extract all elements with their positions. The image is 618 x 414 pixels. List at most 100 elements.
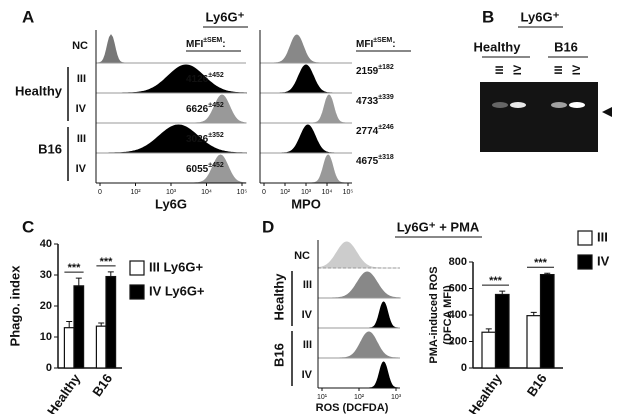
bar xyxy=(494,293,510,369)
x-tick-label: 0 xyxy=(98,189,102,196)
mfi-sem: ±452 xyxy=(208,102,224,109)
mfi-label: 4733±339 xyxy=(356,94,394,107)
mfi-label: 3026±352 xyxy=(186,132,224,145)
x-tick-label: 10² xyxy=(354,394,365,401)
mfi-header-text: MFI xyxy=(356,39,373,50)
error-bar xyxy=(107,271,114,277)
mfi-header-text: MFI xyxy=(186,39,203,50)
mfi-label: 2159±182 xyxy=(356,64,394,77)
group-label: B16 xyxy=(271,343,286,367)
x-tick-label: B16 xyxy=(89,371,115,399)
lane-label: IV xyxy=(512,64,524,75)
gel xyxy=(480,82,598,152)
error-bar xyxy=(499,290,506,295)
x-tick-label: Healthy xyxy=(44,370,84,414)
legend-label: IV Ly6G+ xyxy=(149,283,205,298)
x-tick-label: 10³ xyxy=(391,394,402,401)
histogram xyxy=(96,64,247,94)
lane-label: III xyxy=(553,65,565,74)
x-axis-label: Ly6G xyxy=(155,196,187,211)
y-tick-label: 200 xyxy=(449,335,467,347)
y-tick-label: 800 xyxy=(449,256,467,268)
mfi-header-end: : xyxy=(222,39,225,50)
x-tick-label: 10⁵ xyxy=(237,189,248,196)
y-axis-label: Phago. index xyxy=(7,265,22,347)
error-bar xyxy=(75,277,82,286)
mfi-label: 2774±246 xyxy=(356,124,394,137)
x-tick-label: 10⁵ xyxy=(343,189,354,196)
y-axis-label: PMA-induced ROS xyxy=(428,266,440,363)
mfi-header-sup: ±SEM xyxy=(373,37,392,44)
mfi-value: 2159 xyxy=(356,66,379,77)
mfi-label: 6055±452 xyxy=(186,162,224,175)
histogram xyxy=(96,94,247,124)
mfi-sem: ±246 xyxy=(378,124,394,131)
mfi-value: 6055 xyxy=(186,164,209,175)
row-label: III xyxy=(303,279,312,291)
legend-swatch xyxy=(129,260,145,276)
x-tick-label: Healthy xyxy=(466,370,506,414)
y-axis-label: (DFCA MFI) xyxy=(442,285,454,345)
error-bar xyxy=(98,322,105,327)
y-tick-label: 40 xyxy=(40,238,52,250)
legend-label: III Ly6G+ xyxy=(149,259,203,274)
y-tick-label: 20 xyxy=(40,300,52,312)
panel-title: Ly6G⁺ xyxy=(206,9,245,24)
y-tick-label: 0 xyxy=(461,362,467,374)
group-label: Healthy xyxy=(474,39,522,54)
y-tick-label: 0 xyxy=(46,362,52,374)
row-label: IV xyxy=(302,309,313,321)
bar xyxy=(105,275,117,369)
x-tick-label: 10³ xyxy=(301,189,312,196)
histogram xyxy=(318,361,400,389)
legend-swatch xyxy=(577,230,593,246)
x-tick-label: 10¹ xyxy=(317,394,328,401)
histogram xyxy=(317,241,400,269)
bar xyxy=(481,331,497,369)
gel-band xyxy=(569,102,585,108)
mfi-value: 4733 xyxy=(356,96,379,107)
row-label: IV xyxy=(76,103,87,115)
legend-swatch xyxy=(577,254,593,270)
group-label: Healthy xyxy=(271,273,286,321)
panel-letter: B xyxy=(482,7,494,26)
bar xyxy=(73,285,85,369)
y-tick-label: 30 xyxy=(40,269,52,281)
significance-label: *** xyxy=(100,256,114,268)
histogram xyxy=(260,154,352,184)
significance-label: *** xyxy=(534,257,548,269)
panel-letter: A xyxy=(22,7,34,26)
histogram xyxy=(96,154,247,184)
row-label: NC xyxy=(72,40,88,52)
gel-band xyxy=(492,102,508,108)
error-bar xyxy=(485,328,492,333)
group-label: B16 xyxy=(554,39,578,54)
significance-label: *** xyxy=(68,262,82,274)
mfi-value: 4675 xyxy=(356,156,379,167)
significance-label: *** xyxy=(489,275,503,287)
mfi-sem: ±352 xyxy=(208,132,224,139)
row-label: III xyxy=(77,133,86,145)
x-tick-label: 10² xyxy=(130,189,141,196)
panel-letter: D xyxy=(262,217,274,236)
bar xyxy=(526,315,542,369)
x-tick-label: 10³ xyxy=(166,189,177,196)
mfi-value: 3026 xyxy=(186,134,209,145)
error-bar xyxy=(530,311,537,316)
group-label: B16 xyxy=(38,141,62,156)
mfi-value: 2774 xyxy=(356,126,379,137)
mfi-sem: ±318 xyxy=(378,154,394,161)
mfi-sem: ±452 xyxy=(208,72,224,79)
histogram xyxy=(318,301,400,329)
x-tick-label: 10⁴ xyxy=(201,189,212,196)
row-label: III xyxy=(303,339,312,351)
mfi-header: MFI±SEM: xyxy=(356,37,396,50)
mfi-value: 4126 xyxy=(186,74,209,85)
gel-band xyxy=(510,102,526,108)
legend-swatch xyxy=(129,284,145,300)
row-label: NC xyxy=(294,250,310,262)
histogram xyxy=(260,124,352,154)
mfi-header-sup: ±SEM xyxy=(203,37,222,44)
mfi-header: MFI±SEM: xyxy=(186,37,226,50)
